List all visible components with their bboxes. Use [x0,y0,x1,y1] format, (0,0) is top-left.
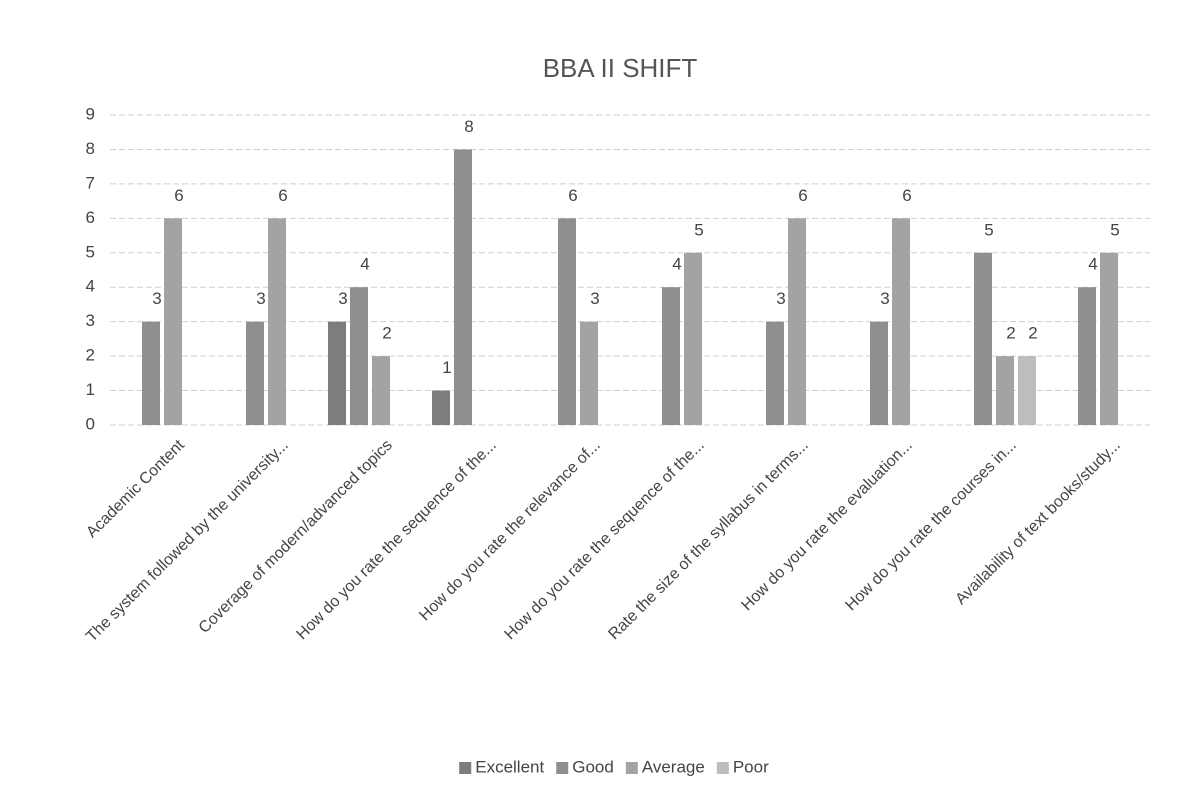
x-tick-label: Academic Content [83,436,188,541]
legend-swatch [625,762,638,774]
y-tick-label: 6 [86,208,95,227]
bar [372,356,390,425]
data-label: 3 [152,289,161,308]
bar [454,149,472,425]
x-tick-label: How do you rate the sequence of the... [293,437,499,643]
y-tick-label: 1 [86,380,95,399]
x-tick-label: How do you rate the sequence of the... [501,437,707,643]
data-label: 1 [442,358,451,377]
legend: Excellent Good Average Poor [459,757,769,776]
data-label: 6 [174,186,183,205]
data-label: 2 [1006,324,1015,343]
data-label: 6 [568,186,577,205]
x-tick-label: How do you rate the relevance of... [416,437,603,624]
y-tick-label: 5 [86,242,95,261]
x-tick-label: Availability of text books/study... [952,437,1123,608]
legend-swatch [556,762,569,774]
data-label: 3 [256,289,265,308]
bar [1100,252,1118,425]
bar [350,287,368,425]
bar [432,390,450,425]
y-tick-label: 2 [86,346,95,365]
bar [996,356,1014,425]
bar [974,252,992,425]
legend-label: Average [642,757,705,776]
y-tick-label: 0 [86,414,95,433]
data-label: 4 [360,255,369,274]
bar [1018,356,1036,425]
data-label: 6 [798,186,807,205]
bar [268,218,286,425]
y-tick-label: 4 [86,277,95,296]
legend-swatch [459,762,472,774]
x-tick-label: The system followed by the university... [83,437,292,646]
data-label: 2 [1028,324,1037,343]
data-label: 6 [278,186,287,205]
data-label: 5 [1110,220,1119,239]
bar [662,287,680,425]
legend-swatch [716,762,729,774]
data-label: 4 [1088,255,1097,274]
y-tick-label: 3 [86,311,95,330]
bar [1078,287,1096,425]
bar [580,321,598,425]
bar [766,321,784,425]
bar [788,218,806,425]
data-label: 8 [464,117,473,136]
bar [164,218,182,425]
data-label: 6 [902,186,911,205]
bar [870,321,888,425]
bar [142,321,160,425]
legend-label: Good [572,757,614,776]
x-tick-label: Rate the size of the syllabus in terms..… [605,437,811,643]
data-label: 5 [694,220,703,239]
data-label: 2 [382,324,391,343]
chart-title: BBA II SHIFT [543,53,698,83]
data-label: 3 [880,289,889,308]
bar [246,321,264,425]
legend-label: Poor [733,757,769,776]
y-tick-label: 8 [86,139,95,158]
y-tick-label: 7 [86,173,95,192]
x-tick-label: How do you rate the courses in... [842,437,1019,614]
data-label: 3 [776,289,785,308]
data-label: 4 [672,255,681,274]
bar [328,321,346,425]
y-tick-label: 9 [86,104,95,123]
bar [558,218,576,425]
bar [684,252,702,425]
bar [892,218,910,425]
x-tick-label: How do you rate the evaluation... [738,437,915,614]
legend-label: Excellent [475,757,544,776]
data-label: 5 [984,220,993,239]
data-label: 3 [590,289,599,308]
x-tick-label: Coverage of modern/advanced topics [196,437,396,637]
data-label: 3 [338,289,347,308]
